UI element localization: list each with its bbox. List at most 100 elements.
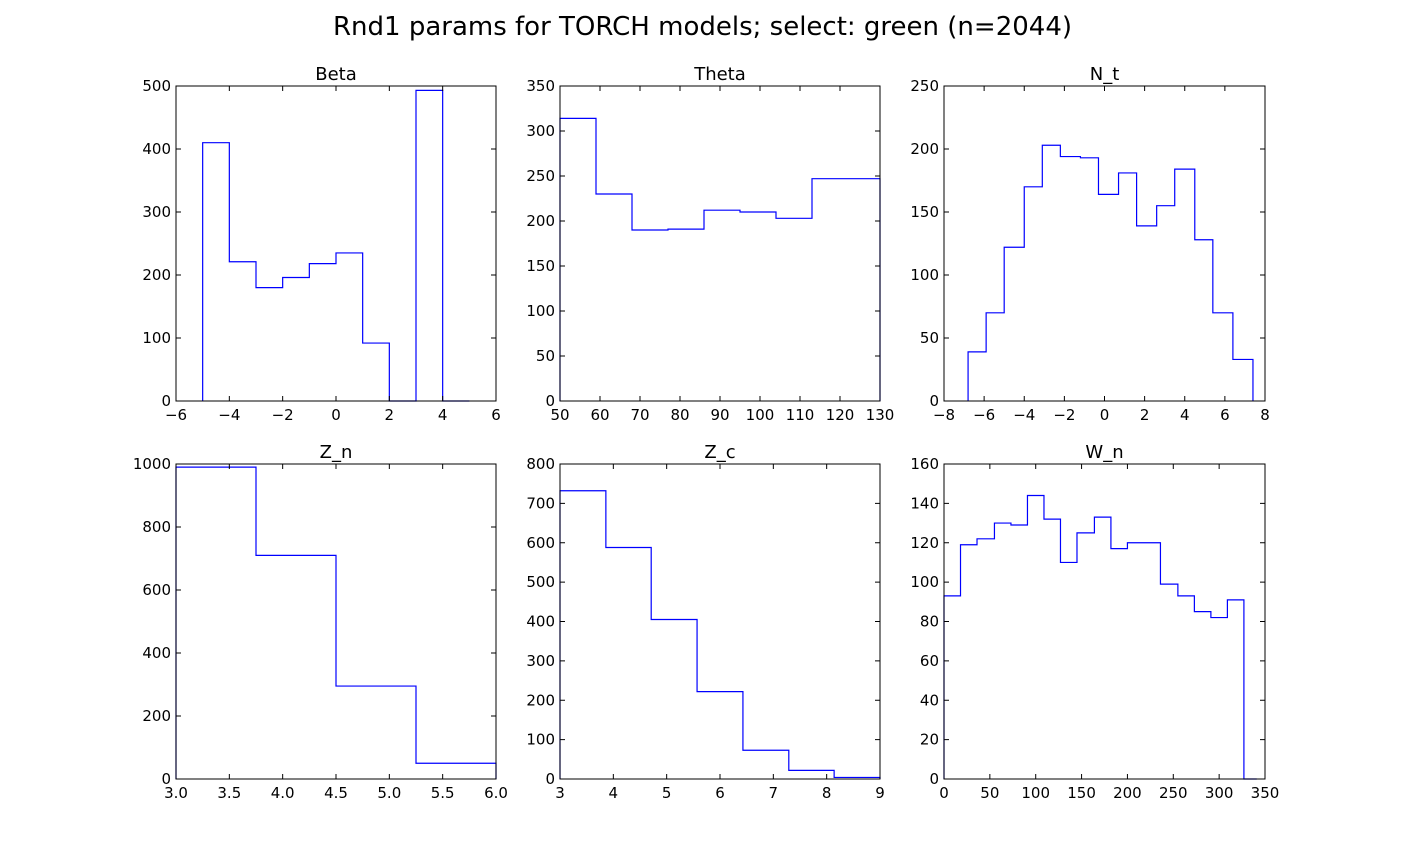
x-tick-label: 6 [491, 406, 501, 424]
y-tick-label: 140 [910, 494, 939, 512]
y-tick-label: 800 [526, 455, 555, 473]
x-tick-label: 5.5 [431, 784, 455, 802]
axes-frame [175, 85, 497, 402]
y-tick-label: 200 [142, 707, 171, 725]
x-tick-label: 9 [875, 784, 885, 802]
y-tick-label: 0 [929, 392, 939, 410]
y-tick-label: 120 [910, 534, 939, 552]
y-tick-label: 80 [920, 613, 939, 631]
subplot-w-n: 0 50 100 150 200 250 300 350 0 20 40 60 80 100 120 140 1… [910, 442, 1279, 802]
x-tick-label: 2 [385, 406, 395, 424]
y-tick-label: 500 [526, 573, 555, 591]
x-tick-label: −2 [1053, 406, 1075, 424]
x-tick-label: 50 [550, 406, 569, 424]
x-tick-label: 3.5 [217, 784, 241, 802]
subplot-n-t: −8 −6 −4 −2 0 2 4 6 8 0 50 100 150 200 250 N_t [910, 64, 1269, 424]
x-tick-label: 70 [630, 406, 649, 424]
x-tick-label: 350 [1251, 784, 1280, 802]
x-tick-label: 100 [746, 406, 775, 424]
histogram-step-line [202, 89, 470, 402]
x-tick-label: 120 [826, 406, 855, 424]
histogram-step-line [559, 117, 881, 401]
x-tick-label: 8 [1260, 406, 1270, 424]
y-tick-label: 200 [526, 212, 555, 230]
x-tick-label: 0 [1100, 406, 1110, 424]
subplot-z-c: 3 4 5 6 7 8 9 0 100 200 300 400 500 600 700 800 Z_c [526, 442, 884, 802]
y-tick-label: 0 [545, 392, 555, 410]
x-tick-label: −4 [218, 406, 240, 424]
y-tick-label: 150 [526, 257, 555, 275]
x-tick-label: 7 [769, 784, 779, 802]
x-tick-label: 6 [1220, 406, 1230, 424]
subplot-theta: 50 60 70 80 90 100 110 120 130050100150200250300… [526, 64, 894, 424]
x-tick-label: 150 [1067, 784, 1096, 802]
x-tick-label: −4 [1013, 406, 1035, 424]
x-tick-label: −6 [165, 406, 187, 424]
y-tick-label: 100 [910, 573, 939, 591]
x-tick-label: 6.0 [484, 784, 508, 802]
x-tick-label: 3.0 [164, 784, 188, 802]
axes-frame [943, 463, 1266, 780]
axes-frame [943, 85, 1266, 402]
axes-frame [559, 85, 881, 402]
x-tick-label: 0 [939, 784, 949, 802]
y-tick-label: 0 [161, 392, 171, 410]
y-tick-label: 200 [526, 691, 555, 709]
x-tick-label: 60 [590, 406, 609, 424]
y-tick-label: 800 [142, 518, 171, 536]
histogram-step-line [175, 466, 497, 779]
subplot-title: N_t [1090, 64, 1120, 85]
subplot-title: Theta [693, 64, 746, 85]
x-tick-label: 300 [1205, 784, 1234, 802]
y-tick-label: 400 [526, 613, 555, 631]
x-tick-label: −8 [933, 406, 955, 424]
x-tick-label: −2 [272, 406, 294, 424]
y-tick-label: 350 [526, 77, 555, 95]
x-tick-label: 80 [670, 406, 689, 424]
y-tick-label: 50 [920, 329, 939, 347]
axes-frame [559, 463, 881, 780]
subplot-title: Beta [315, 64, 357, 85]
x-tick-label: 200 [1113, 784, 1142, 802]
y-tick-label: 60 [920, 652, 939, 670]
y-tick-label: 0 [545, 770, 555, 788]
y-tick-label: 200 [142, 266, 171, 284]
y-tick-label: 100 [910, 266, 939, 284]
y-tick-label: 250 [910, 77, 939, 95]
x-tick-label: 8 [822, 784, 832, 802]
x-tick-label: 2 [1140, 406, 1150, 424]
x-tick-label: 0 [331, 406, 341, 424]
x-tick-label: 3 [555, 784, 565, 802]
y-tick-label: 20 [920, 731, 939, 749]
subplot-title: W_n [1085, 442, 1123, 463]
histogram-step-line [967, 144, 1254, 401]
subplot-z-n: 3.0 3.5 4.0 4.5 5.0 5.5 6.0 0 200 400 600 800 1000 Z_… [133, 442, 508, 802]
x-tick-label: 4 [1180, 406, 1190, 424]
subplot-beta: −6 −4 −2 0 2 4 6 0 100 200 300 400 500 Beta [142, 64, 500, 424]
y-tick-label: 100 [142, 329, 171, 347]
y-tick-label: 200 [910, 140, 939, 158]
x-tick-label: 5.0 [377, 784, 401, 802]
y-tick-label: 700 [526, 494, 555, 512]
x-tick-label: 4.0 [271, 784, 295, 802]
figure-title: Rnd1 params for TORCH models; select: gr… [332, 12, 1073, 42]
y-tick-label: 300 [142, 203, 171, 221]
y-tick-label: 600 [526, 534, 555, 552]
y-tick-label: 0 [929, 770, 939, 788]
y-tick-label: 500 [142, 77, 171, 95]
x-tick-label: 5 [662, 784, 672, 802]
x-tick-label: 4.5 [324, 784, 348, 802]
y-tick-label: 150 [910, 203, 939, 221]
x-tick-label: 4 [438, 406, 448, 424]
y-tick-label: 400 [142, 644, 171, 662]
y-tick-label: 100 [526, 731, 555, 749]
y-tick-label: 50 [536, 347, 555, 365]
y-tick-label: 160 [910, 455, 939, 473]
x-tick-label: 50 [980, 784, 999, 802]
subplot-title: Z_n [320, 442, 353, 463]
y-tick-label: 0 [161, 770, 171, 788]
y-tick-label: 40 [920, 691, 939, 709]
x-tick-label: 6 [715, 784, 725, 802]
